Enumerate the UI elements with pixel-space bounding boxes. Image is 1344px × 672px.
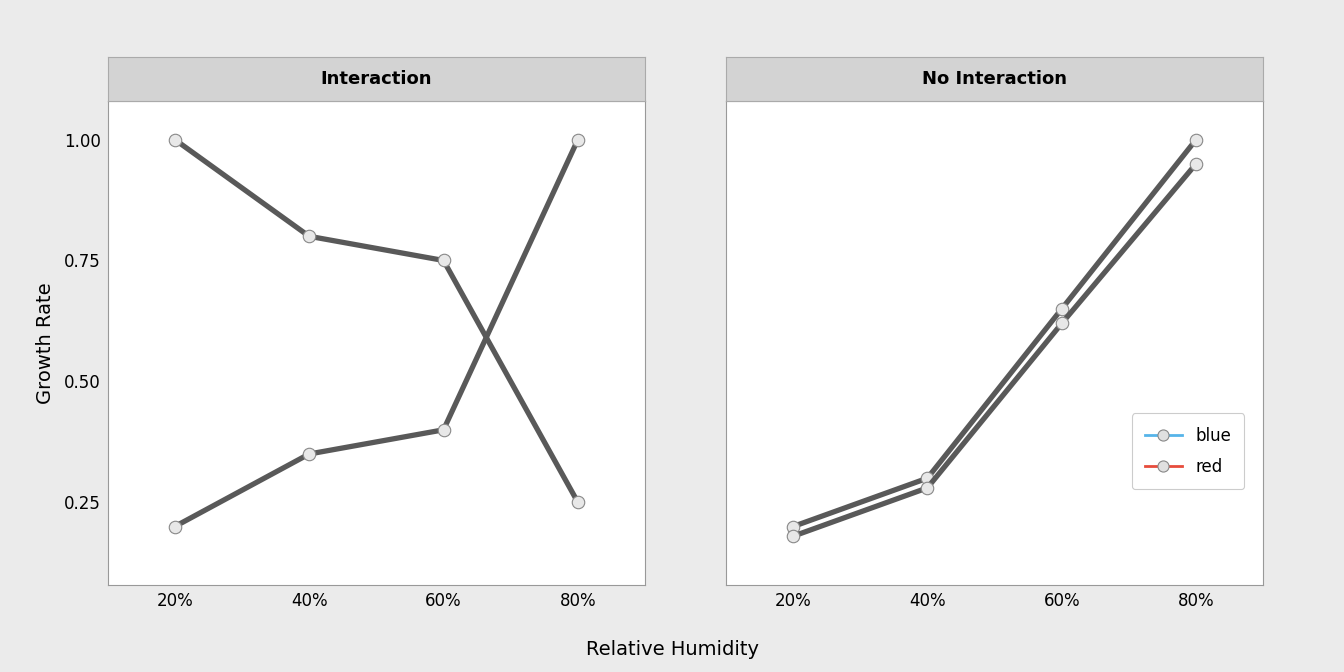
Legend: blue, red: blue, red [1132,413,1245,489]
Text: Relative Humidity: Relative Humidity [586,640,758,659]
Text: No Interaction: No Interaction [922,70,1067,88]
Text: Interaction: Interaction [321,70,431,88]
Y-axis label: Growth Rate: Growth Rate [36,282,55,403]
